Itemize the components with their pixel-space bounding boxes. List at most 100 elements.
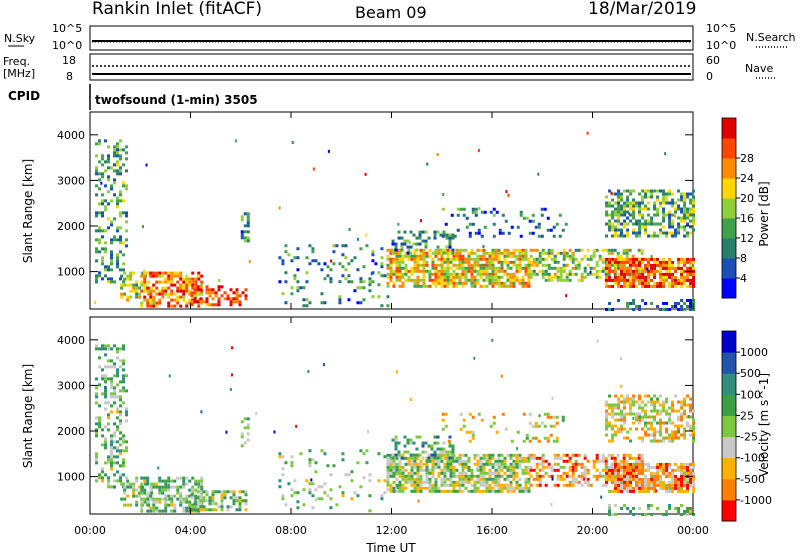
echo-cell bbox=[434, 254, 438, 258]
echo-cell bbox=[470, 263, 474, 267]
echo-cell bbox=[452, 257, 456, 261]
echo-cell bbox=[479, 284, 483, 288]
echo-cell bbox=[543, 207, 547, 211]
echo-cell bbox=[647, 489, 651, 493]
echo-cell bbox=[365, 244, 369, 248]
echo-cell bbox=[116, 350, 120, 354]
echo-cell bbox=[461, 248, 465, 252]
echo-cell bbox=[386, 477, 390, 481]
echo-cell bbox=[659, 418, 663, 422]
echo-cell bbox=[623, 483, 627, 487]
echo-cell bbox=[586, 131, 589, 135]
echo-cell bbox=[101, 154, 105, 158]
echo-cell bbox=[443, 489, 447, 493]
echo-cell bbox=[568, 272, 572, 276]
echo-cell bbox=[528, 412, 532, 416]
echo-cell bbox=[528, 439, 532, 443]
echo-cell bbox=[620, 409, 624, 413]
echo-cell bbox=[428, 480, 432, 484]
echo-cell bbox=[512, 260, 516, 264]
echo-cell bbox=[418, 233, 422, 237]
echo-cell bbox=[232, 291, 236, 295]
echo-cell bbox=[482, 272, 486, 276]
echo-cell bbox=[614, 201, 618, 205]
echo-cell bbox=[401, 281, 405, 285]
echo-cell bbox=[677, 409, 681, 413]
echo-cell bbox=[512, 465, 516, 469]
echo-cell bbox=[170, 280, 174, 284]
echo-cell bbox=[641, 400, 645, 404]
echo-cell bbox=[544, 483, 548, 487]
echo-cell bbox=[614, 403, 618, 407]
echo-cell bbox=[662, 189, 666, 193]
echo-cell bbox=[641, 272, 645, 276]
echo-cell bbox=[515, 248, 519, 252]
echo-cell bbox=[380, 497, 384, 501]
echo-cell bbox=[686, 483, 690, 487]
echo-cell bbox=[497, 254, 501, 258]
echo-cell bbox=[311, 250, 315, 254]
echo-cell bbox=[583, 254, 587, 258]
echo-cell bbox=[473, 483, 477, 487]
echo-cell bbox=[458, 474, 462, 478]
echo-cell bbox=[161, 491, 165, 495]
echo-cell bbox=[626, 468, 630, 472]
echo-cell bbox=[421, 230, 425, 234]
echo-cell bbox=[665, 234, 669, 238]
echo-cell bbox=[98, 476, 102, 480]
echo-cell bbox=[568, 269, 572, 273]
echo-cell bbox=[592, 474, 596, 478]
echo-cell bbox=[434, 477, 438, 481]
echo-cell bbox=[101, 443, 105, 447]
echo-cell bbox=[107, 157, 111, 161]
echo-cell bbox=[132, 271, 136, 275]
echo-cell bbox=[110, 467, 114, 471]
echo-cell bbox=[451, 456, 455, 460]
echo-cell bbox=[527, 480, 531, 484]
echo-cell bbox=[152, 271, 156, 275]
echo-cell bbox=[626, 301, 630, 305]
echo-cell bbox=[202, 508, 206, 512]
echo-cell bbox=[553, 272, 557, 276]
echo-cell bbox=[589, 272, 593, 276]
echo-cell bbox=[535, 257, 539, 261]
echo-cell bbox=[497, 459, 501, 463]
echo-cell bbox=[623, 474, 627, 478]
echo-cell bbox=[362, 280, 366, 284]
echo-cell bbox=[601, 266, 605, 270]
echo-cell bbox=[626, 210, 630, 214]
echo-cell bbox=[122, 464, 126, 468]
echo-cell bbox=[628, 248, 632, 252]
echo-cell bbox=[692, 304, 696, 308]
echo-cell bbox=[98, 172, 102, 176]
echo-cell bbox=[152, 503, 156, 507]
echo-cell bbox=[476, 269, 480, 273]
echo-cell bbox=[323, 452, 327, 456]
echo-cell bbox=[577, 474, 581, 478]
echo-cell bbox=[401, 284, 405, 288]
echo-cell bbox=[623, 503, 627, 507]
echo-cell bbox=[689, 427, 693, 431]
echo-cell bbox=[531, 436, 535, 440]
echo-cell bbox=[674, 234, 678, 238]
echo-cell bbox=[683, 409, 687, 413]
echo-cell bbox=[662, 278, 666, 282]
echo-cell bbox=[120, 482, 124, 486]
echo-cell bbox=[455, 459, 459, 463]
echo-cell bbox=[467, 263, 471, 267]
echo-cell bbox=[544, 471, 548, 475]
echo-cell bbox=[662, 195, 666, 199]
echo-cell bbox=[116, 371, 120, 375]
echo-cell bbox=[419, 251, 423, 255]
echo-cell bbox=[143, 271, 147, 275]
echo-cell bbox=[692, 257, 696, 261]
echo-cell bbox=[380, 247, 384, 251]
echo-cell bbox=[534, 436, 538, 440]
echo-cell bbox=[497, 471, 501, 475]
echo-cell bbox=[422, 284, 426, 288]
echo-cell bbox=[531, 219, 535, 223]
echo-cell bbox=[635, 427, 639, 431]
echo-cell bbox=[692, 486, 696, 490]
echo-cell bbox=[629, 474, 633, 478]
echo-cell bbox=[146, 301, 150, 305]
